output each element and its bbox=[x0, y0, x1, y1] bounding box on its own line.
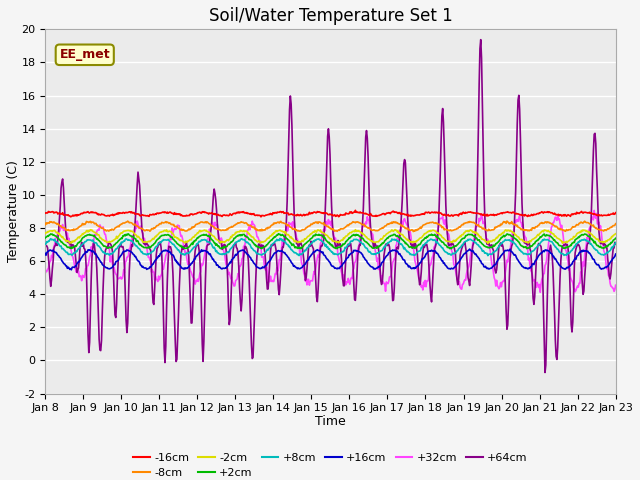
Line: +8cm: +8cm bbox=[45, 239, 616, 256]
+8cm bbox=[612, 240, 620, 246]
+16cm bbox=[612, 251, 620, 257]
+32cm bbox=[536, 289, 544, 295]
-8cm bbox=[410, 228, 417, 234]
+8cm bbox=[52, 239, 60, 245]
+2cm bbox=[110, 242, 118, 248]
-16cm bbox=[110, 212, 118, 217]
+32cm bbox=[612, 282, 620, 288]
Line: +32cm: +32cm bbox=[45, 210, 616, 292]
+64cm bbox=[541, 370, 549, 375]
-16cm bbox=[401, 212, 409, 217]
+64cm bbox=[42, 244, 49, 250]
+16cm bbox=[111, 262, 119, 267]
-2cm bbox=[52, 228, 60, 234]
+16cm bbox=[169, 252, 177, 258]
-16cm bbox=[612, 210, 620, 216]
Line: -2cm: -2cm bbox=[45, 229, 616, 243]
+2cm bbox=[275, 231, 282, 237]
-2cm bbox=[484, 240, 492, 246]
+64cm bbox=[612, 241, 620, 247]
Text: EE_met: EE_met bbox=[60, 48, 110, 61]
Line: +2cm: +2cm bbox=[45, 234, 616, 249]
Line: +64cm: +64cm bbox=[45, 40, 616, 372]
Line: -16cm: -16cm bbox=[45, 210, 616, 217]
-2cm bbox=[391, 227, 399, 232]
-2cm bbox=[42, 230, 49, 236]
-16cm bbox=[418, 211, 426, 216]
-16cm bbox=[351, 207, 359, 213]
+16cm bbox=[199, 248, 207, 253]
+32cm bbox=[168, 225, 176, 231]
Line: +16cm: +16cm bbox=[45, 249, 616, 270]
Y-axis label: Temperature (C): Temperature (C) bbox=[7, 160, 20, 263]
-8cm bbox=[417, 226, 425, 231]
Title: Soil/Water Temperature Set 1: Soil/Water Temperature Set 1 bbox=[209, 7, 452, 25]
+64cm bbox=[110, 293, 118, 299]
-16cm bbox=[42, 210, 49, 216]
+8cm bbox=[198, 238, 206, 243]
+8cm bbox=[110, 249, 118, 254]
+64cm bbox=[52, 242, 60, 248]
+2cm bbox=[417, 239, 425, 245]
+8cm bbox=[484, 253, 492, 259]
-2cm bbox=[110, 237, 118, 243]
+2cm bbox=[168, 234, 176, 240]
+16cm bbox=[42, 251, 49, 256]
-2cm bbox=[168, 230, 176, 236]
-8cm bbox=[198, 219, 206, 225]
-8cm bbox=[52, 220, 60, 226]
+16cm bbox=[68, 267, 76, 273]
+2cm bbox=[42, 235, 49, 241]
X-axis label: Time: Time bbox=[315, 415, 346, 428]
+64cm bbox=[400, 161, 408, 167]
+2cm bbox=[198, 232, 206, 238]
-2cm bbox=[612, 231, 620, 237]
+16cm bbox=[52, 250, 60, 255]
-2cm bbox=[401, 234, 408, 240]
+32cm bbox=[110, 265, 118, 271]
+8cm bbox=[276, 236, 284, 241]
+16cm bbox=[417, 259, 425, 264]
+64cm bbox=[477, 37, 484, 43]
-8cm bbox=[612, 221, 620, 227]
+8cm bbox=[401, 245, 408, 251]
+64cm bbox=[417, 278, 424, 284]
-2cm bbox=[417, 235, 425, 240]
+2cm bbox=[52, 233, 60, 239]
-16cm bbox=[257, 214, 265, 220]
-8cm bbox=[42, 222, 49, 228]
+2cm bbox=[447, 246, 455, 252]
-8cm bbox=[400, 224, 408, 230]
+8cm bbox=[168, 241, 176, 247]
+8cm bbox=[417, 245, 425, 251]
-8cm bbox=[110, 227, 118, 232]
Line: -8cm: -8cm bbox=[45, 221, 616, 231]
-2cm bbox=[198, 228, 206, 234]
-8cm bbox=[503, 218, 511, 224]
+32cm bbox=[400, 216, 408, 222]
+8cm bbox=[42, 241, 49, 247]
Legend: -16cm, -8cm, -2cm, +2cm, +8cm, +16cm, +32cm, +64cm: -16cm, -8cm, -2cm, +2cm, +8cm, +16cm, +3… bbox=[129, 448, 532, 480]
+64cm bbox=[168, 256, 176, 262]
+32cm bbox=[42, 271, 49, 276]
+32cm bbox=[198, 263, 206, 268]
+2cm bbox=[401, 239, 408, 244]
+64cm bbox=[198, 341, 206, 347]
+32cm bbox=[417, 280, 424, 286]
+16cm bbox=[401, 257, 408, 263]
-16cm bbox=[52, 210, 60, 216]
+2cm bbox=[612, 235, 620, 241]
-8cm bbox=[168, 221, 176, 227]
-16cm bbox=[168, 210, 176, 216]
+32cm bbox=[590, 207, 598, 213]
+32cm bbox=[52, 235, 60, 241]
+16cm bbox=[466, 246, 474, 252]
-16cm bbox=[198, 209, 206, 215]
